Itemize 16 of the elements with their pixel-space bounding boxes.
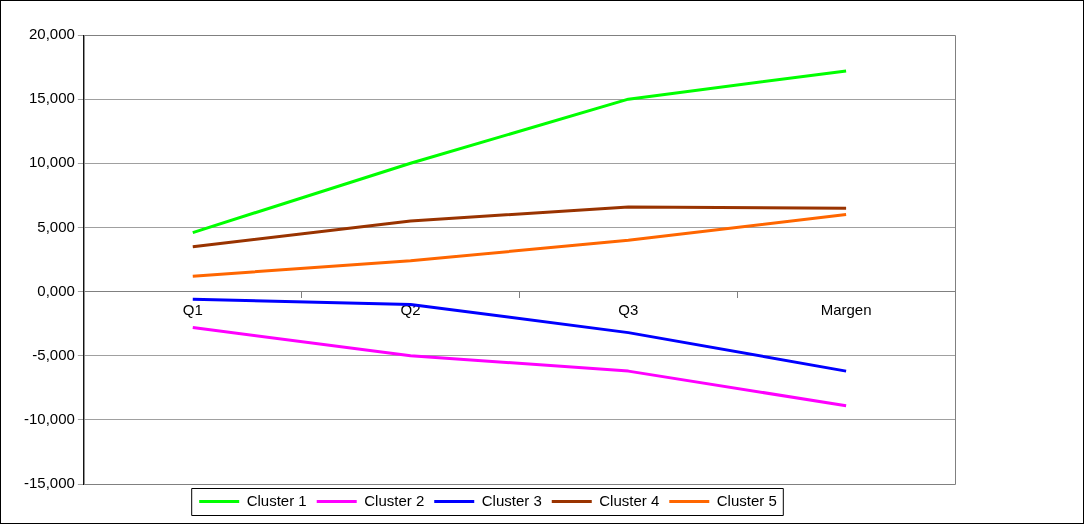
legend-label: Cluster 4: [599, 491, 660, 509]
y-tick-label: 10,000: [28, 153, 75, 171]
legend-label: Cluster 2: [364, 491, 425, 509]
x-tick-label: Q1: [182, 300, 203, 318]
legend-label: Cluster 3: [481, 491, 542, 509]
y-tick-label: -10,000: [24, 410, 75, 427]
y-tick-label: 5,000: [37, 217, 75, 235]
y-tick-label: -5,000: [32, 345, 75, 363]
legend-label: Cluster 5: [716, 491, 777, 509]
x-tick-label: Q3: [618, 300, 639, 318]
y-tick-label: -15,000: [24, 474, 75, 492]
y-tick-label: 15,000: [28, 89, 75, 107]
y-tick-label: 20,000: [28, 25, 75, 43]
y-tick-label: 0,000: [37, 281, 75, 299]
x-tick-label: Margen: [820, 300, 872, 318]
legend-label: Cluster 1: [246, 491, 307, 509]
